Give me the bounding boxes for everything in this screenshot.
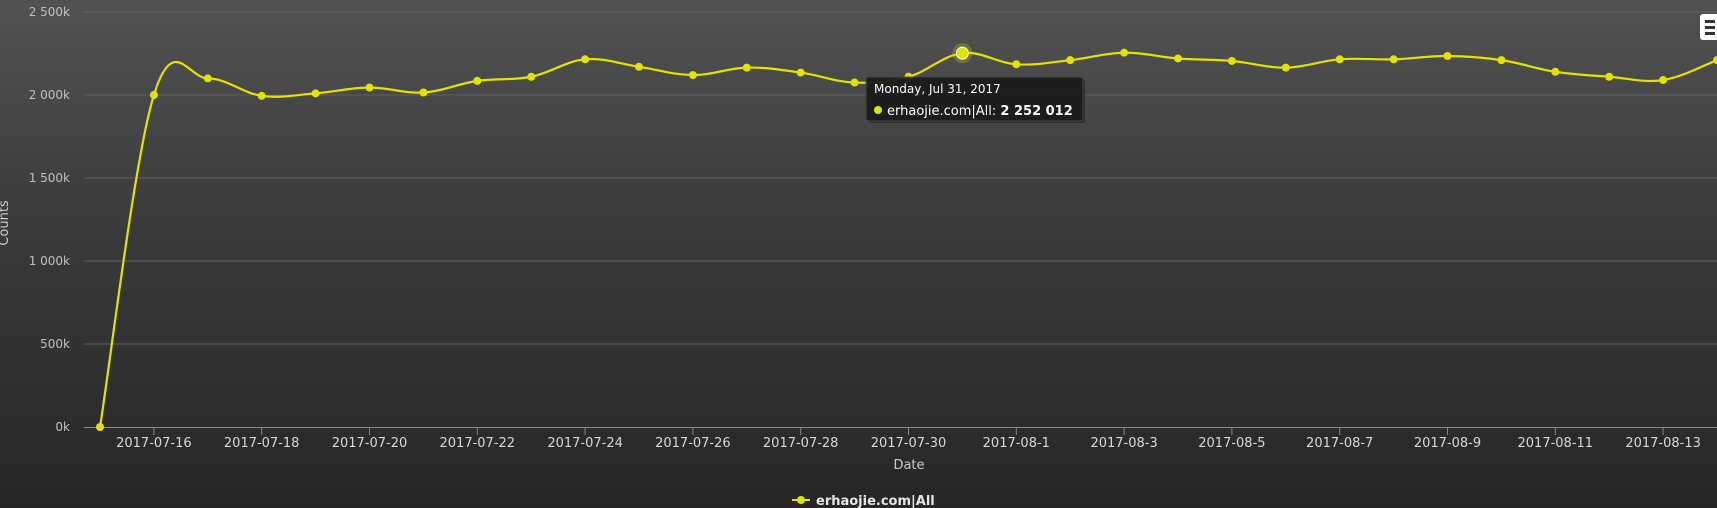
x-tick-label: 2017-07-28 [763, 436, 839, 451]
data-point [149, 91, 158, 99]
data-point [96, 423, 104, 431]
x-tick-label: 2017-08-3 [1090, 436, 1157, 451]
legend-item[interactable]: erhaojie.com|All [792, 494, 935, 508]
data-point [796, 68, 805, 77]
x-tick-label: 2017-08-1 [983, 436, 1050, 451]
data-point [1551, 67, 1560, 76]
data-point [1120, 48, 1129, 57]
x-tick-label: 2017-08-13 [1625, 436, 1701, 451]
legend-label: erhaojie.com|All [816, 494, 935, 508]
legend-point-marker [797, 496, 805, 504]
data-point [1281, 63, 1290, 72]
tooltip-box [865, 76, 1084, 122]
x-tick-label: 2017-08-11 [1518, 436, 1594, 451]
data-point [527, 72, 536, 81]
x-tick-label: 2017-07-16 [116, 436, 192, 451]
data-point [1713, 56, 1717, 65]
data-point [850, 78, 859, 87]
data-point [1012, 60, 1021, 69]
y-axis-tick-labels: 0k 500k 1 000k 1 500k 2 000k 2 500k [29, 5, 70, 434]
x-tick-label: 2017-07-24 [547, 436, 623, 451]
data-point [955, 46, 969, 60]
x-tick-label: 2017-08-7 [1306, 436, 1373, 451]
data-point [742, 63, 751, 72]
tooltip-series-label: erhaojie.com|All: 2 252 012 [887, 104, 1073, 119]
data-point [1497, 56, 1506, 65]
y-tick-label: 2 000k [29, 88, 70, 102]
x-tick-label: 2017-07-22 [440, 436, 516, 451]
x-tick-label: 2017-07-18 [224, 436, 300, 451]
x-tick-label: 2017-07-30 [871, 436, 947, 451]
series-erhaojie[interactable] [96, 43, 1717, 431]
x-tick-label: 2017-07-20 [332, 436, 408, 451]
data-point [1443, 51, 1452, 60]
y-tick-label: 1 500k [29, 171, 70, 185]
y-axis-title: Counts [0, 200, 12, 246]
data-point [203, 74, 212, 83]
data-point [1335, 55, 1344, 64]
data-point [1659, 76, 1668, 85]
data-point [635, 62, 643, 71]
y-tick-label: 1 000k [29, 254, 70, 268]
y-tick-label: 500k [40, 337, 70, 351]
x-tick-label: 2017-08-5 [1198, 436, 1265, 451]
data-point [1605, 72, 1614, 81]
data-point [365, 83, 374, 92]
series-line [98, 51, 1717, 428]
grid-lines [84, 11, 1717, 345]
y-tick-label: 2 500k [29, 5, 70, 19]
chart-menu-button[interactable] [1700, 14, 1717, 40]
data-point [311, 89, 320, 98]
data-point [1389, 55, 1398, 64]
data-point [1174, 54, 1182, 63]
data-point [473, 76, 482, 85]
tooltip-series-marker [874, 106, 882, 114]
data-point [688, 71, 697, 80]
data-point [1227, 56, 1236, 65]
x-tick-label: 2017-07-26 [655, 436, 731, 451]
x-axis: 2017-07-16 2017-07-18 2017-07-20 2017-07-22… [84, 427, 1717, 451]
x-axis-title: Date [893, 458, 924, 473]
data-point [257, 91, 266, 100]
data-point [581, 55, 590, 64]
tooltip-date: Monday, Jul 31, 2017 [874, 82, 1001, 96]
data-point [419, 88, 428, 97]
y-tick-label: 0k [55, 420, 70, 434]
tooltip: Monday, Jul 31, 2017 erhaojie.com|All: 2 … [865, 76, 1085, 123]
tooltip-value: 2 252 012 [1000, 104, 1072, 119]
data-point [1066, 56, 1075, 65]
x-tick-label: 2017-08-9 [1414, 436, 1481, 451]
